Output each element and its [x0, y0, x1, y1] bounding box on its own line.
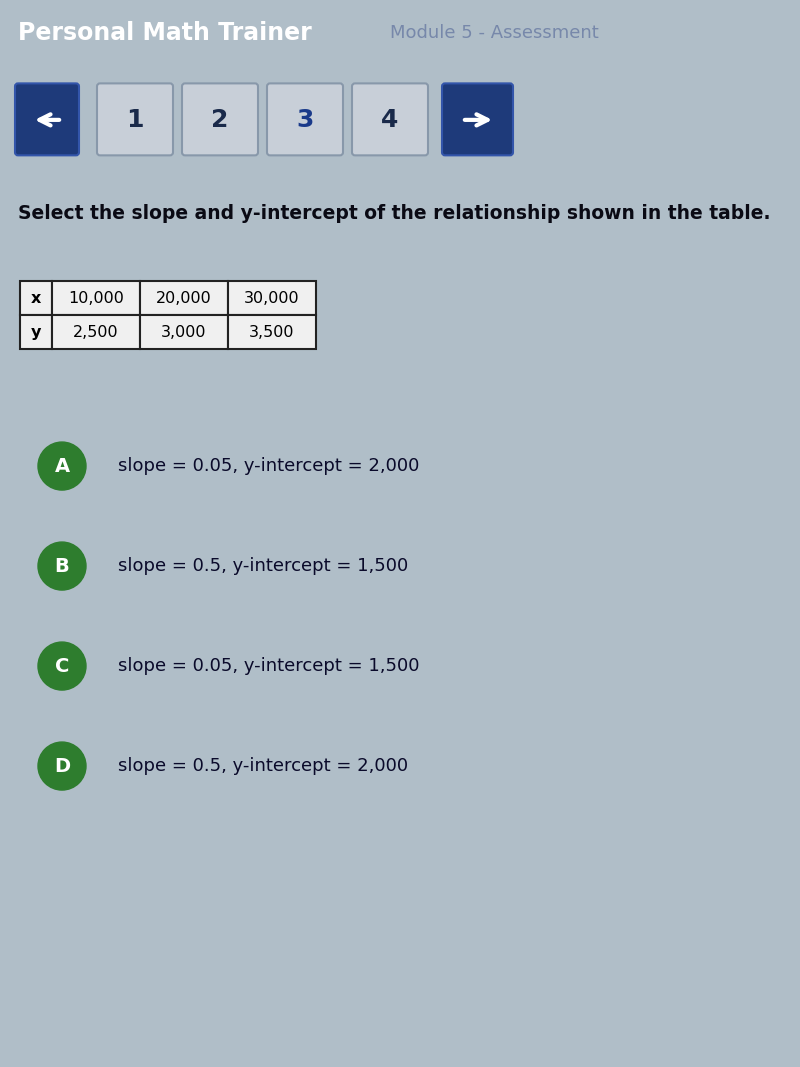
- Text: Select the slope and y-intercept of the relationship shown in the table.: Select the slope and y-intercept of the …: [18, 204, 770, 223]
- Text: slope = 0.5, y-intercept = 2,000: slope = 0.5, y-intercept = 2,000: [118, 758, 408, 775]
- Text: 3,500: 3,500: [250, 324, 294, 339]
- Bar: [20, 281, 52, 315]
- Text: Personal Math Trainer: Personal Math Trainer: [18, 21, 312, 45]
- Text: 10,000: 10,000: [68, 290, 124, 305]
- Text: x: x: [31, 290, 41, 305]
- Bar: [228, 281, 316, 315]
- Circle shape: [38, 542, 86, 590]
- FancyBboxPatch shape: [267, 83, 343, 156]
- Text: B: B: [54, 557, 70, 575]
- Text: 3,000: 3,000: [162, 324, 206, 339]
- Circle shape: [38, 442, 86, 490]
- FancyBboxPatch shape: [442, 83, 513, 156]
- FancyBboxPatch shape: [97, 83, 173, 156]
- Text: 3: 3: [296, 108, 314, 132]
- Text: slope = 0.5, y-intercept = 1,500: slope = 0.5, y-intercept = 1,500: [118, 557, 408, 575]
- Text: 4: 4: [382, 108, 398, 132]
- Circle shape: [38, 642, 86, 690]
- Text: 20,000: 20,000: [156, 290, 212, 305]
- Text: 1: 1: [126, 108, 144, 132]
- Bar: [228, 315, 316, 349]
- Bar: [20, 315, 52, 349]
- FancyBboxPatch shape: [182, 83, 258, 156]
- Text: y: y: [31, 324, 41, 339]
- Text: slope = 0.05, y-intercept = 2,000: slope = 0.05, y-intercept = 2,000: [118, 457, 419, 475]
- Bar: [52, 315, 140, 349]
- Text: Module 5 - Assessment: Module 5 - Assessment: [390, 25, 598, 42]
- Text: D: D: [54, 757, 70, 776]
- Text: 2,500: 2,500: [73, 324, 119, 339]
- Bar: [52, 281, 140, 315]
- Text: A: A: [54, 457, 70, 476]
- FancyBboxPatch shape: [352, 83, 428, 156]
- Bar: [140, 315, 228, 349]
- Text: 30,000: 30,000: [244, 290, 300, 305]
- Text: slope = 0.05, y-intercept = 1,500: slope = 0.05, y-intercept = 1,500: [118, 657, 419, 675]
- FancyBboxPatch shape: [15, 83, 79, 156]
- Bar: [140, 281, 228, 315]
- Circle shape: [38, 742, 86, 790]
- Text: 2: 2: [211, 108, 229, 132]
- Text: C: C: [55, 656, 69, 675]
